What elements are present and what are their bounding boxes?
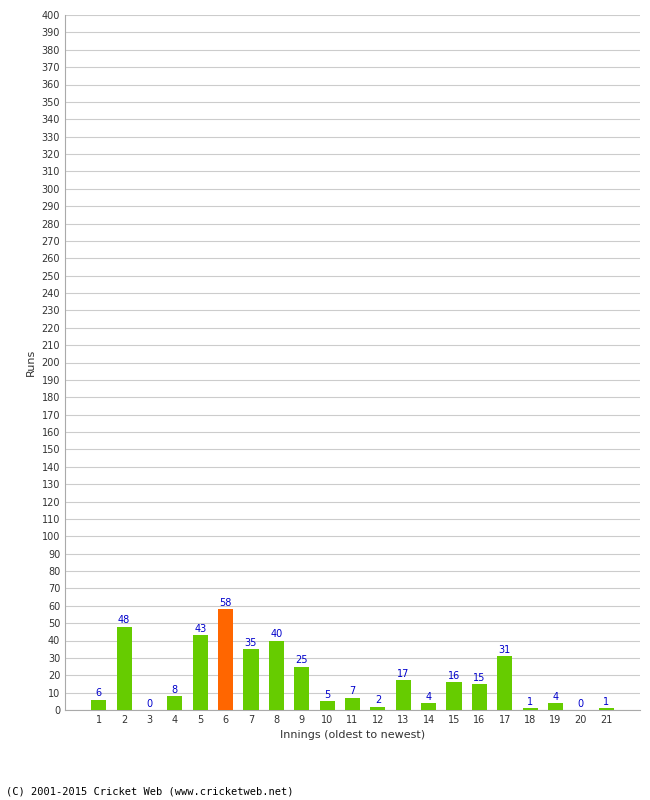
- Bar: [243, 649, 259, 710]
- Text: 4: 4: [552, 692, 558, 702]
- Text: 0: 0: [578, 698, 584, 709]
- Bar: [320, 702, 335, 710]
- Bar: [91, 699, 107, 710]
- Text: 1: 1: [527, 697, 533, 707]
- Bar: [497, 656, 512, 710]
- Bar: [345, 698, 360, 710]
- Text: (C) 2001-2015 Cricket Web (www.cricketweb.net): (C) 2001-2015 Cricket Web (www.cricketwe…: [6, 786, 294, 796]
- Text: 4: 4: [426, 692, 432, 702]
- Text: 15: 15: [473, 673, 486, 682]
- Bar: [447, 682, 461, 710]
- Bar: [167, 696, 183, 710]
- Text: 25: 25: [296, 655, 308, 665]
- Text: 1: 1: [603, 697, 609, 707]
- Text: 17: 17: [397, 669, 410, 679]
- Text: 35: 35: [245, 638, 257, 648]
- Bar: [116, 626, 132, 710]
- Bar: [599, 708, 614, 710]
- Bar: [370, 706, 385, 710]
- Text: 6: 6: [96, 688, 102, 698]
- Text: 40: 40: [270, 629, 283, 639]
- Text: 16: 16: [448, 671, 460, 681]
- Text: 48: 48: [118, 615, 130, 626]
- Y-axis label: Runs: Runs: [26, 349, 36, 376]
- Text: 7: 7: [350, 686, 356, 697]
- Bar: [268, 641, 284, 710]
- Text: 31: 31: [499, 645, 511, 654]
- Text: 43: 43: [194, 624, 206, 634]
- Bar: [548, 703, 563, 710]
- Bar: [192, 635, 208, 710]
- Bar: [396, 681, 411, 710]
- Bar: [421, 703, 436, 710]
- Text: 2: 2: [375, 695, 381, 705]
- Bar: [294, 666, 309, 710]
- X-axis label: Innings (oldest to newest): Innings (oldest to newest): [280, 730, 425, 741]
- Bar: [472, 684, 487, 710]
- Text: 58: 58: [220, 598, 232, 608]
- Bar: [523, 708, 538, 710]
- Bar: [218, 610, 233, 710]
- Text: 5: 5: [324, 690, 330, 700]
- Text: 8: 8: [172, 685, 178, 694]
- Text: 0: 0: [146, 698, 153, 709]
